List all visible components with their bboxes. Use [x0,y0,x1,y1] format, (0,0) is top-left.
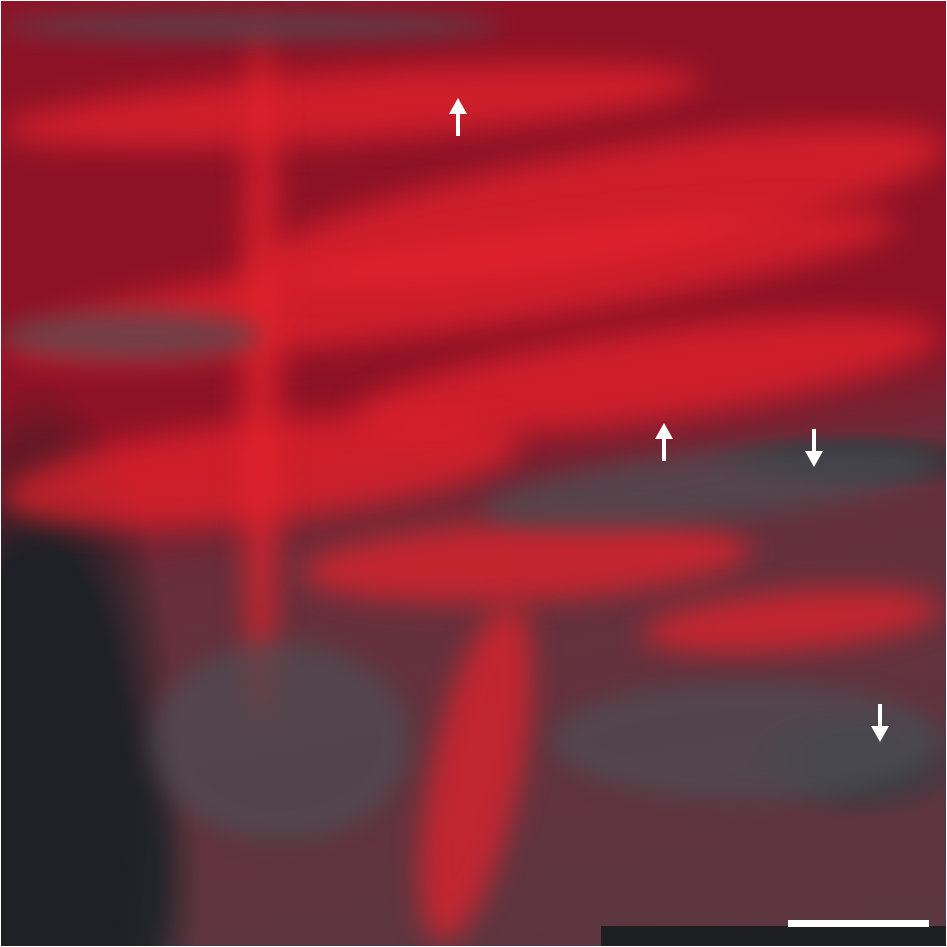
gray-region [1,11,501,41]
bright-streak [241,21,281,721]
gray-region [1,311,261,361]
gray-region [151,641,411,841]
scale-bar [788,920,929,927]
dark-edge [601,926,946,946]
bright-streak [638,578,944,664]
bright-streak [396,595,556,946]
bright-streak [1,46,703,166]
gray-region [478,427,944,545]
